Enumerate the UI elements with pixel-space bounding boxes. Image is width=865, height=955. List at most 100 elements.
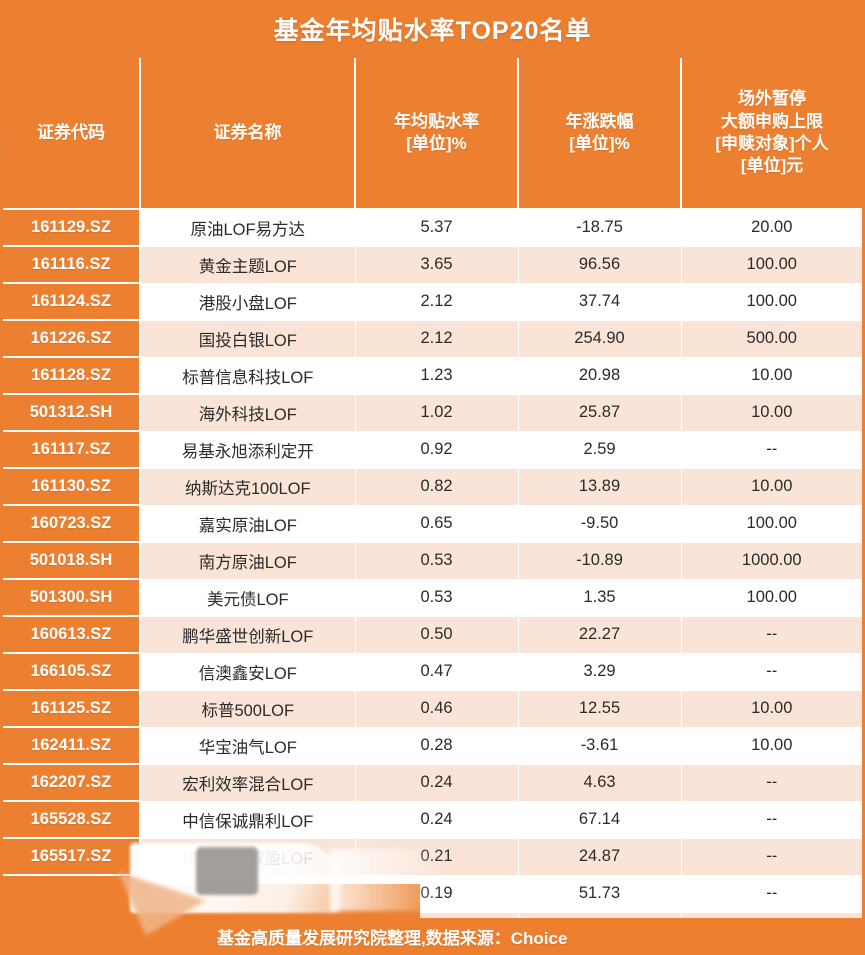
cell-purchase-limit: 1000.00 (681, 542, 862, 580)
table-row: 161116.SZ 黄金主题LOF 3.65 96.56 100.00 (3, 246, 862, 284)
cell-security-name: 纳斯达克100LOF (140, 468, 356, 506)
cell-annual-change: -9.50 (518, 505, 682, 543)
cell-security-code: 161116.SZ (3, 246, 141, 284)
cell-annual-change: 22.27 (518, 616, 682, 654)
cell-security-code: 161129.SZ (3, 209, 141, 247)
footer-bar: 基金高质量发展研究院整理,数据来源：Choice (0, 918, 865, 955)
cell-purchase-limit: -- (681, 801, 862, 839)
table-row: 161128.SZ 标普信息科技LOF 1.23 20.98 10.00 (3, 357, 862, 395)
cell-security-name: 华宝油气LOF (140, 727, 356, 765)
cell-purchase-limit: 100.00 (681, 246, 862, 284)
cell-purchase-limit: 10.00 (681, 357, 862, 395)
cell-security-name: 海外科技LOF (140, 394, 356, 432)
cell-security-code: 162411.SZ (3, 727, 141, 765)
table-row: 165517.SZ 中信保诚双盈LOF 0.21 24.87 -- (3, 838, 862, 876)
cell-security-code: 165528.SZ (3, 801, 141, 839)
cell-security-name: 鹏华盛世创新LOF (140, 616, 356, 654)
cell-security-name: 信澳鑫安LOF (140, 653, 356, 691)
column-header-code: 证券代码 (3, 58, 141, 210)
cell-discount-rate: 0.21 (355, 838, 519, 876)
table-body: 161129.SZ 原油LOF易方达 5.37 -18.75 20.00 161116.S… (3, 209, 862, 950)
cell-purchase-limit: 100.00 (681, 283, 862, 321)
cell-annual-change: 254.90 (518, 320, 682, 358)
cell-security-name: 美元债LOF (140, 579, 356, 617)
cell-purchase-limit: 10.00 (681, 690, 862, 728)
cell-discount-rate: 2.12 (355, 283, 519, 321)
cell-security-name: 宏利效率混合LOF (140, 764, 356, 802)
cell-security-name: 财通福盛混合LOF (140, 875, 356, 913)
cell-annual-change: -18.75 (518, 209, 682, 247)
table-row: 165528.SZ 中信保诚鼎利LOF 0.24 67.14 -- (3, 801, 862, 839)
cell-security-code: 161226.SZ (3, 320, 141, 358)
cell-security-name: 易基永旭添利定开 (140, 431, 356, 469)
cell-discount-rate: 0.24 (355, 801, 519, 839)
cell-security-code: 166105.SZ (3, 653, 141, 691)
cell-annual-change: 3.29 (518, 653, 682, 691)
cell-discount-rate: 0.47 (355, 653, 519, 691)
cell-annual-change: -3.61 (518, 727, 682, 765)
table-row: 501312.SH 海外科技LOF 1.02 25.87 10.00 (3, 394, 862, 432)
cell-purchase-limit: 100.00 (681, 579, 862, 617)
cell-discount-rate: 1.23 (355, 357, 519, 395)
table-row: 161226.SZ 国投白银LOF 2.12 254.90 500.00 (3, 320, 862, 358)
cell-security-code: 501312.SH (3, 394, 141, 432)
cell-security-code: 161125.SZ (3, 690, 141, 728)
table-row: 161130.SZ 纳斯达克100LOF 0.82 13.89 10.00 (3, 468, 862, 506)
cell-annual-change: 4.63 (518, 764, 682, 802)
cell-security-name: 南方原油LOF (140, 542, 356, 580)
table-row: 161125.SZ 标普500LOF 0.46 12.55 10.00 (3, 690, 862, 728)
column-header-purchase-limit: 场外暂停 大额申购上限 [申赎对象]个人 [单位]元 (681, 58, 862, 210)
cell-security-code: 162207.SZ (3, 764, 141, 802)
cell-security-name: 港股小盘LOF (140, 283, 356, 321)
cell-purchase-limit: 500.00 (681, 320, 862, 358)
column-header-name: 证券名称 (140, 58, 356, 210)
table-row: 166105.SZ 信澳鑫安LOF 0.47 3.29 -- (3, 653, 862, 691)
cell-purchase-limit: 10.00 (681, 468, 862, 506)
cell-security-code: 161130.SZ (3, 468, 141, 506)
table-row: 162207.SZ 宏利效率混合LOF 0.24 4.63 -- (3, 764, 862, 802)
cell-purchase-limit: -- (681, 616, 862, 654)
column-header-discount-rate: 年均贴水率 [单位]% (355, 58, 519, 210)
cell-discount-rate: 0.82 (355, 468, 519, 506)
cell-discount-rate: 0.46 (355, 690, 519, 728)
cell-security-name: 国投白银LOF (140, 320, 356, 358)
table-row: 501018.SH 南方原油LOF 0.53 -10.89 1000.00 (3, 542, 862, 580)
table-row: 501022.SH 财通福盛混合LOF 0.19 51.73 -- (3, 875, 862, 913)
cell-security-code: 160613.SZ (3, 616, 141, 654)
table-header-row: 证券代码 证券名称 年均贴水率 [单位]% 年涨跌幅 [单位]% 场外暂停 (3, 58, 862, 210)
cell-annual-change: 96.56 (518, 246, 682, 284)
table-row: 161129.SZ 原油LOF易方达 5.37 -18.75 20.00 (3, 209, 862, 247)
table-row: 501300.SH 美元债LOF 0.53 1.35 100.00 (3, 579, 862, 617)
cell-purchase-limit: 10.00 (681, 727, 862, 765)
footer-source-text: 基金高质量发展研究院整理,数据来源：Choice (217, 929, 568, 948)
cell-discount-rate: 0.24 (355, 764, 519, 802)
page-title: 基金年均贴水率TOP20名单 (273, 17, 592, 45)
cell-purchase-limit: 10.00 (681, 394, 862, 432)
cell-security-code: 501022.SH (3, 875, 141, 913)
cell-discount-rate: 0.92 (355, 431, 519, 469)
cell-annual-change: 13.89 (518, 468, 682, 506)
cell-discount-rate: 0.53 (355, 579, 519, 617)
cell-annual-change: 37.74 (518, 283, 682, 321)
cell-discount-rate: 2.12 (355, 320, 519, 358)
cell-annual-change: 24.87 (518, 838, 682, 876)
cell-purchase-limit: -- (681, 431, 862, 469)
table-row: 161124.SZ 港股小盘LOF 2.12 37.74 100.00 (3, 283, 862, 321)
cell-security-name: 标普500LOF (140, 690, 356, 728)
cell-security-code: 161128.SZ (3, 357, 141, 395)
cell-discount-rate: 0.50 (355, 616, 519, 654)
column-header-annual-change: 年涨跌幅 [单位]% (518, 58, 682, 210)
table-row: 162411.SZ 华宝油气LOF 0.28 -3.61 10.00 (3, 727, 862, 765)
cell-annual-change: 51.73 (518, 875, 682, 913)
cell-purchase-limit: -- (681, 838, 862, 876)
cell-security-code: 501018.SH (3, 542, 141, 580)
cell-security-name: 嘉实原油LOF (140, 505, 356, 543)
cell-discount-rate: 0.65 (355, 505, 519, 543)
cell-security-code: 160723.SZ (3, 505, 141, 543)
cell-annual-change: 25.87 (518, 394, 682, 432)
cell-annual-change: 12.55 (518, 690, 682, 728)
cell-discount-rate: 1.02 (355, 394, 519, 432)
cell-annual-change: 20.98 (518, 357, 682, 395)
cell-security-name: 中信保诚双盈LOF (140, 838, 356, 876)
